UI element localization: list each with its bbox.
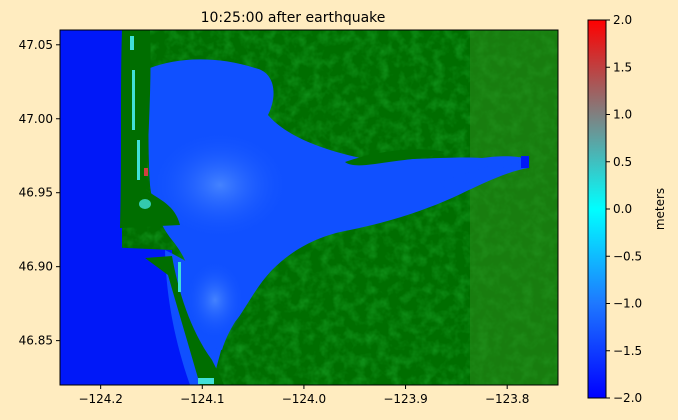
land-east-highlands [470,30,558,385]
colorbar-axis: −2.0 −1.5 −1.0 −0.5 0.0 0.5 1.0 1.5 2.0 [606,13,642,405]
shore-red-1 [144,168,148,176]
x-tick-label: −124.1 [180,392,224,406]
east-water-pixel [521,156,529,168]
colorbar-tick-label: −0.5 [613,249,642,263]
colorbar-label: meters [653,188,667,230]
north-river-channel [440,157,520,188]
colorbar-tick-label: −1.5 [613,344,642,358]
shore-cyan-1 [130,36,134,50]
x-tick-label: −124.0 [282,392,326,406]
colorbar-tick-label: 0.5 [613,155,632,169]
colorbar-tick-label: 1.0 [613,108,632,122]
bay-water [148,59,528,350]
colorbar-tick-label: 1.5 [613,60,632,74]
bay-light-patch-south [185,260,245,340]
y-tick-label: 46.85 [19,334,53,348]
x-tick-label: −123.8 [485,392,529,406]
colorbar-tick-label: 0.0 [613,202,632,216]
y-tick-label: 46.95 [19,186,53,200]
colorbar [587,19,607,399]
colorbar-tick-label: 2.0 [613,13,632,27]
shore-cyan-3 [137,140,140,180]
x-tick-label: −124.2 [78,392,122,406]
y-tick-label: 47.05 [19,38,53,52]
colorbar-tick-label: −2.0 [613,391,642,405]
y-tick-label: 46.90 [19,260,53,274]
plot-area [60,30,558,385]
bay-light-patch [150,130,290,240]
colorbar-tick-label: −1.0 [613,297,642,311]
shore-cyan-2 [132,70,135,130]
y-tick-label: 47.00 [19,112,53,126]
shore-cyan-6 [198,378,214,384]
x-tick-label: −123.9 [383,392,427,406]
x-axis: −124.2 −124.1 −124.0 −123.9 −123.8 [78,385,529,406]
south-headland [145,256,224,385]
shore-cyan-5 [178,262,181,292]
ocean-south [60,245,190,385]
plot-frame [59,29,559,386]
chart-title: 10:25:00 after earthquake [201,10,386,26]
shore-cyan-4 [139,199,151,209]
long-island [345,149,445,166]
y-axis: 46.85 46.90 46.95 47.00 47.05 [19,38,60,348]
